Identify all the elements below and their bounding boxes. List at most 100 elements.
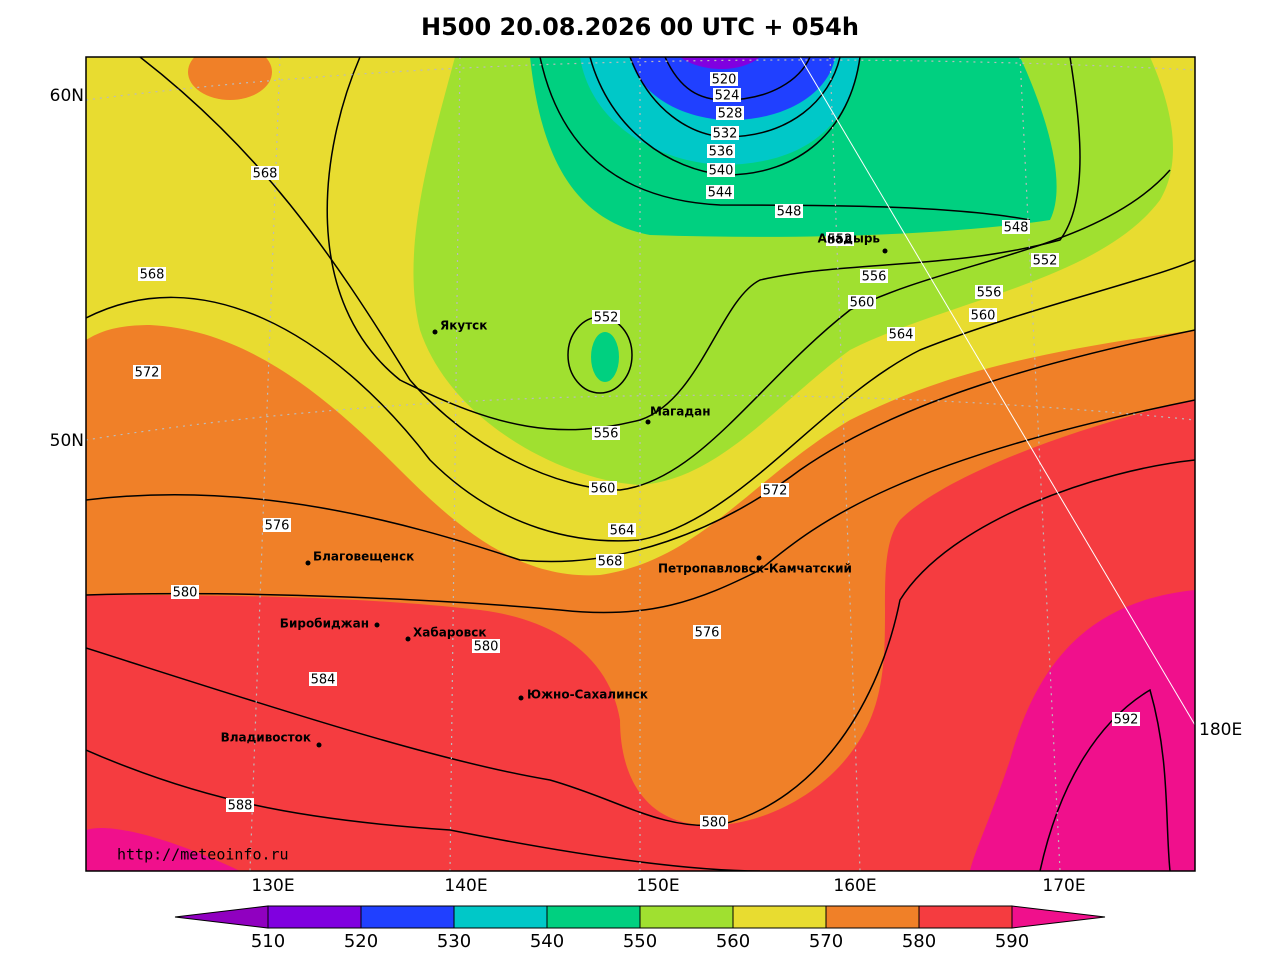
contour-label: 568 — [140, 268, 165, 283]
dateline — [799, 57, 1195, 726]
contour-label-box — [608, 523, 636, 537]
contour-label-box — [133, 365, 161, 379]
contour — [1039, 688, 1171, 871]
contour-label-box — [1112, 712, 1140, 726]
contour-label-box — [171, 585, 199, 599]
city-label: Петропавловск-Камчатский — [658, 562, 852, 576]
city-dot — [645, 419, 651, 425]
contour — [86, 749, 761, 871]
colorbar-label: 550 — [623, 931, 657, 952]
fill-510 — [680, 57, 760, 70]
contour-label: 560 — [850, 296, 875, 311]
colorbar-label: 540 — [530, 931, 564, 952]
contour-label: 556 — [862, 270, 887, 285]
contour-label-box — [969, 308, 997, 322]
contour-label-box — [775, 204, 803, 218]
contour-label: 532 — [713, 127, 738, 142]
city-dot — [518, 695, 524, 701]
map-frame — [85, 56, 1196, 872]
colorbar-segment — [174, 905, 269, 929]
contour-label-box — [592, 426, 620, 440]
contour-label-box — [826, 232, 854, 246]
title: H500 20.08.2026 00 UTC + 054h — [421, 13, 859, 41]
colorbar: 510 520 530 540 550 560 570 580 590 — [174, 905, 1106, 952]
lon-label: 140E — [444, 876, 487, 896]
contour-label: 548 — [777, 205, 802, 220]
contour — [86, 329, 1195, 563]
contour-label: 552 — [594, 311, 619, 326]
contour-label-box — [706, 185, 734, 199]
colorbar-label: 530 — [437, 931, 471, 952]
contour-label-box — [713, 88, 741, 102]
contour-label: 580 — [474, 640, 499, 655]
contour-label-box — [700, 815, 728, 829]
colorbar-segment — [1011, 905, 1106, 929]
colorbar-label: 570 — [809, 931, 843, 952]
city-label: Благовещенск — [313, 550, 414, 564]
lat-label: 60N — [50, 86, 84, 106]
colorbar-label: 560 — [716, 931, 750, 952]
city-dot — [432, 329, 438, 335]
contour-label: 556 — [977, 286, 1002, 301]
lon-label: 130E — [251, 876, 294, 896]
city-label: Якутск — [440, 319, 487, 333]
cities: Якутск Анадырь Магадан Благовещенск Биробидж… — [221, 232, 888, 748]
contour-label: 568 — [598, 555, 623, 570]
contour-label-box — [887, 327, 915, 341]
lon-label: 160E — [833, 876, 876, 896]
contour-label-box — [707, 163, 735, 177]
contour-label: 572 — [763, 484, 788, 499]
contour-label-box — [472, 639, 500, 653]
city-label: Хабаровск — [413, 626, 487, 640]
contour-label-box — [309, 672, 337, 686]
contour-label: 540 — [709, 164, 734, 179]
city-dot — [756, 555, 762, 561]
contour-label-box — [710, 72, 738, 86]
lat-label: 50N — [50, 431, 84, 451]
fill-590 — [86, 827, 240, 871]
colorbar-segment — [732, 905, 827, 929]
contour-label-box — [596, 554, 624, 568]
contour-label-box — [251, 166, 279, 180]
contour-label-box — [716, 106, 744, 120]
contour-label-box — [138, 267, 166, 281]
contour-label: 576 — [265, 519, 290, 534]
contour-label-box — [711, 126, 739, 140]
colorbar-label: 590 — [995, 931, 1029, 952]
contour-label: 592 — [1114, 713, 1139, 728]
city-dot — [316, 742, 322, 748]
contour — [326, 57, 1081, 431]
lon-label: 170E — [1042, 876, 1085, 896]
contour — [86, 399, 1195, 614]
colorbar-segment — [360, 905, 455, 929]
colorbar-segment — [825, 905, 920, 929]
city-label: Биробиджан — [280, 617, 369, 631]
city-label: Южно-Сахалинск — [527, 688, 648, 702]
colorbar-segment — [639, 905, 734, 929]
graticule — [86, 57, 1195, 871]
contour-label-box — [592, 310, 620, 324]
fill-570 — [188, 57, 272, 100]
contour-label: 588 — [228, 799, 253, 814]
city-dot — [374, 622, 380, 628]
colorbar-segment — [546, 905, 641, 929]
fill-590 — [970, 590, 1195, 871]
contour — [539, 57, 1031, 221]
contour-label: 568 — [253, 167, 278, 182]
city-dot — [882, 248, 888, 254]
city-label: Магадан — [650, 405, 711, 419]
contour-label: 556 — [594, 427, 619, 442]
contour-label: 552 — [828, 233, 853, 248]
contour-label: 580 — [173, 586, 198, 601]
contour-label: 576 — [695, 626, 720, 641]
contour-label: 560 — [971, 309, 996, 324]
contour-label: 544 — [708, 186, 733, 201]
city-dot — [405, 636, 411, 642]
contour-label-box — [226, 798, 254, 812]
city-dot — [305, 560, 311, 566]
contour-label: 528 — [718, 107, 743, 122]
contour-label-box — [761, 483, 789, 497]
colorbar-label: 520 — [344, 931, 378, 952]
